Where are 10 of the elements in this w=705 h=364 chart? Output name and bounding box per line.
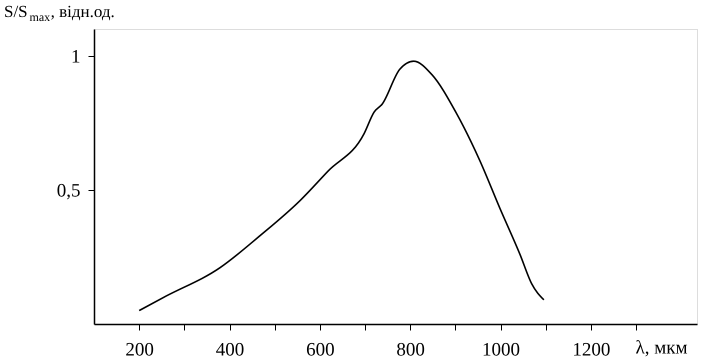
x-tick-label: 400 xyxy=(216,340,244,360)
x-tick-label: 1200 xyxy=(572,340,610,360)
y-tick-label: 0,5 xyxy=(56,180,80,202)
x-tick-label: 200 xyxy=(125,340,154,360)
x-tick-label: 600 xyxy=(306,340,335,360)
line-series xyxy=(138,60,545,312)
x-axis-title: λ, мкм xyxy=(636,338,688,358)
x-tick-label: 1000 xyxy=(482,340,520,360)
y-tick-label: 1 xyxy=(71,46,80,68)
x-tick-label: 800 xyxy=(396,340,425,360)
